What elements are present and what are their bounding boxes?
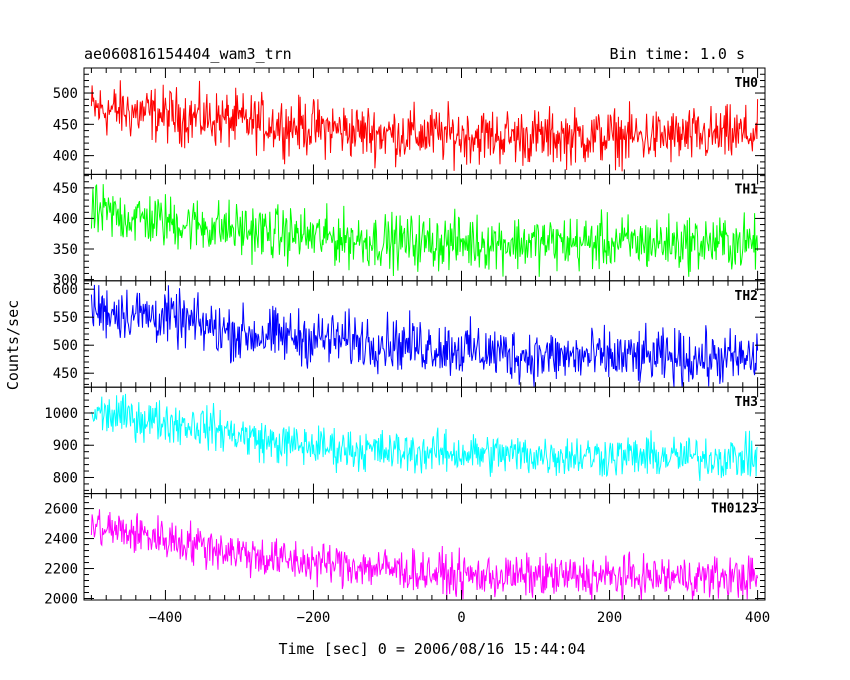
panel-th2: 450 500 550 600 TH2	[53, 280, 766, 388]
x-tick-label: −400	[149, 610, 183, 626]
y-tick-label: 800	[53, 470, 78, 486]
series-line-th0123	[90, 509, 759, 601]
x-tick-label: 200	[597, 610, 622, 626]
y-tick-label: 400	[53, 149, 78, 165]
x-tick-label: 400	[745, 610, 770, 626]
y-tick-label: 2200	[44, 562, 78, 578]
series-line-th1	[90, 184, 759, 277]
x-tick-label: 0	[457, 610, 465, 626]
panels-group: 400 450 500 TH0 300 350 400 450 TH1 450 500 550 600 T…	[44, 67, 766, 608]
series-line-th0	[90, 80, 759, 172]
y-tick-label: 450	[53, 366, 78, 382]
panel-th0123: 2000 2200 2400 2600 TH0123	[44, 493, 766, 608]
y-tick-label: 2400	[44, 532, 78, 548]
y-tick-label: 1000	[44, 406, 78, 422]
x-tick-label: −200	[297, 610, 331, 626]
panel-th3: 800 900 1000 TH3	[44, 386, 766, 495]
bin-time-label: Bin time: 1.0 s	[610, 45, 745, 63]
y-tick-label: 500	[53, 338, 78, 354]
y-tick-label: 500	[53, 86, 78, 102]
y-tick-label: 550	[53, 310, 78, 326]
panel-frame	[83, 386, 766, 495]
x-axis-label: Time [sec] 0 = 2006/08/16 15:44:04	[278, 640, 585, 658]
panel-th1: 300 350 400 450 TH1	[53, 173, 766, 289]
y-tick-label: 300	[53, 273, 78, 289]
y-tick-label: 900	[53, 438, 78, 454]
panel-frame	[83, 173, 766, 282]
panel-label: TH2	[735, 289, 758, 304]
y-tick-label: 450	[53, 117, 78, 133]
panel-label: TH0	[735, 76, 759, 91]
panel-label: TH3	[735, 395, 758, 410]
series-line-th2	[90, 284, 759, 388]
y-tick-label: 2600	[44, 502, 78, 518]
y-tick-label: 450	[53, 181, 78, 197]
chart-title: ae060816154404_wam3_trn	[84, 45, 292, 63]
y-tick-label: 2000	[44, 592, 78, 608]
panel-th0: 400 450 500 TH0	[53, 67, 766, 175]
x-axis: −400 −200 0 200 400	[149, 610, 771, 626]
y-tick-label: 400	[53, 211, 78, 227]
panel-frame	[83, 493, 766, 601]
y-tick-label: 600	[53, 282, 78, 298]
panel-label: TH0123	[711, 502, 758, 517]
y-tick-label: 350	[53, 242, 78, 258]
series-line-th3	[90, 393, 758, 481]
panel-label: TH1	[735, 182, 759, 197]
y-axis-label: Counts/sec	[4, 300, 22, 390]
